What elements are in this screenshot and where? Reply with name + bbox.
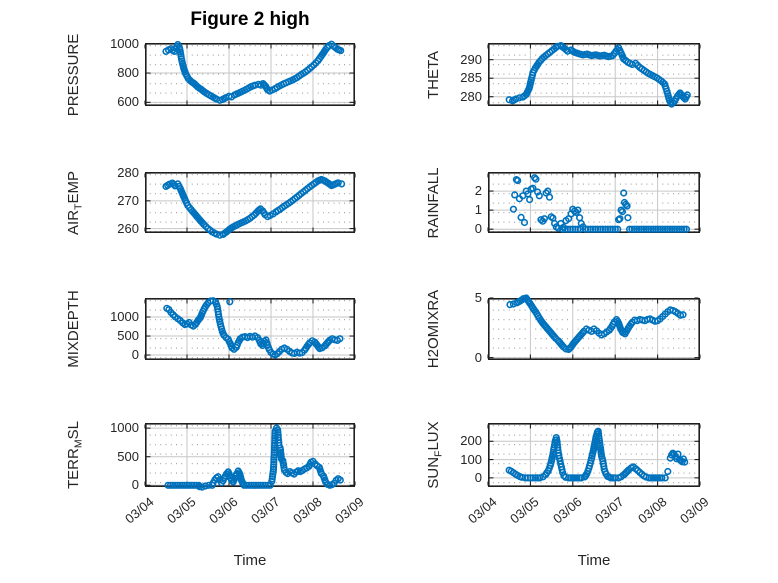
subplot-terr-msl (144, 423, 356, 491)
tick-marks (144, 43, 356, 105)
x-tick-label: 03/04 (465, 494, 500, 527)
tick-marks (487, 424, 701, 486)
y-tick-label: 0 (474, 349, 482, 365)
y-tick-label: 260 (117, 220, 139, 236)
x-tick-label: 03/08 (634, 494, 670, 527)
x-tick-label: 03/07 (592, 494, 627, 527)
y-axis-label-sun-flux: SUNFLUX (425, 380, 445, 530)
x-tick-label: 03/05 (507, 494, 543, 527)
y-axis-label-text: SL (65, 421, 82, 440)
minor-grid (492, 174, 696, 232)
y-axis-label-text: PRESSURE (65, 33, 82, 116)
data-series-markers (509, 174, 690, 233)
y-axis-label-text: MIXDEPTH (65, 290, 82, 368)
y-axis-label-text: EMP (65, 170, 82, 204)
y-axis-label-subscript: F (432, 450, 445, 457)
axes-frame (145, 423, 355, 488)
y-tick-label: 1000 (110, 420, 139, 436)
y-axis-label-subscript: M (72, 439, 85, 449)
y-tick-label: 500 (117, 448, 139, 464)
axes-frame (145, 298, 355, 361)
y-tick-label: 280 (460, 88, 482, 104)
y-tick-label: 0 (474, 469, 482, 485)
axes-frame (145, 172, 355, 234)
x-tick-label: 03/09 (677, 494, 712, 527)
x-axis-label-right: Time (577, 552, 611, 569)
x-tick-label: 03/09 (332, 494, 367, 527)
data-series-markers (162, 40, 345, 104)
y-axis-label-text: SUN (425, 456, 442, 489)
y-axis-label-text: H2OMIXRA (425, 289, 442, 369)
y-axis-label-text: TERR (65, 448, 82, 489)
y-axis-label-text: LUX (425, 421, 442, 451)
axes-frame (145, 43, 355, 107)
data-series-markers (163, 297, 344, 359)
data-series-markers (506, 294, 687, 354)
x-tick-label: 03/04 (122, 494, 157, 527)
x-tick-label: 03/05 (164, 494, 199, 527)
y-tick-label: 200 (460, 433, 482, 449)
y-axis-label-subscript: T (72, 203, 85, 210)
y-tick-label: 290 (460, 51, 482, 67)
data-series-markers (164, 424, 344, 491)
y-tick-label: 1000 (110, 309, 139, 325)
y-tick-label: 2 (474, 183, 482, 199)
x-tick-label: 03/08 (290, 494, 325, 527)
subplot-mixdepth (144, 297, 356, 361)
axes-frame (488, 298, 700, 361)
subplot-theta (487, 41, 701, 108)
minor-grid (149, 425, 351, 486)
y-tick-label: 0 (131, 477, 139, 493)
y-axis-label-text: THETA (425, 50, 442, 99)
y-tick-label: 500 (117, 328, 139, 344)
x-tick-label: 03/07 (248, 494, 283, 527)
data-series-markers (505, 427, 689, 482)
data-series-markers (505, 41, 691, 108)
y-tick-label: 800 (117, 65, 139, 81)
x-axis-label-left: Time (233, 552, 267, 569)
subplot-rainfall (487, 172, 701, 234)
y-tick-label: 270 (117, 192, 139, 208)
y-tick-label: 100 (460, 451, 482, 467)
y-tick-label: 600 (117, 94, 139, 110)
tick-marks (144, 424, 356, 486)
y-tick-label: 1 (474, 202, 482, 218)
data-series-markers (162, 175, 346, 239)
figure-title: Figure 2 high (190, 9, 310, 30)
y-tick-label: 0 (474, 221, 482, 237)
y-tick-label: 5 (474, 290, 482, 305)
axes-frame (488, 423, 700, 488)
subplot-air-temp (144, 172, 356, 239)
y-tick-label: 285 (460, 70, 482, 86)
x-tick-label: 03/06 (206, 494, 241, 527)
y-tick-label: 1000 (110, 35, 139, 51)
x-tick-label: 03/06 (549, 494, 585, 527)
axes-frame (488, 43, 700, 107)
subplot-pressure (144, 40, 356, 107)
y-tick-label: 0 (131, 347, 139, 363)
y-axis-label-terr-msl: TERRMSL (65, 380, 85, 530)
y-axis-label-text: AIR (65, 209, 82, 235)
subplot-sun-flux (487, 423, 701, 488)
subplot-h2omixra (487, 294, 701, 361)
y-axis-label-text: RAINFALL (425, 167, 442, 238)
y-tick-label: 280 (117, 165, 139, 181)
